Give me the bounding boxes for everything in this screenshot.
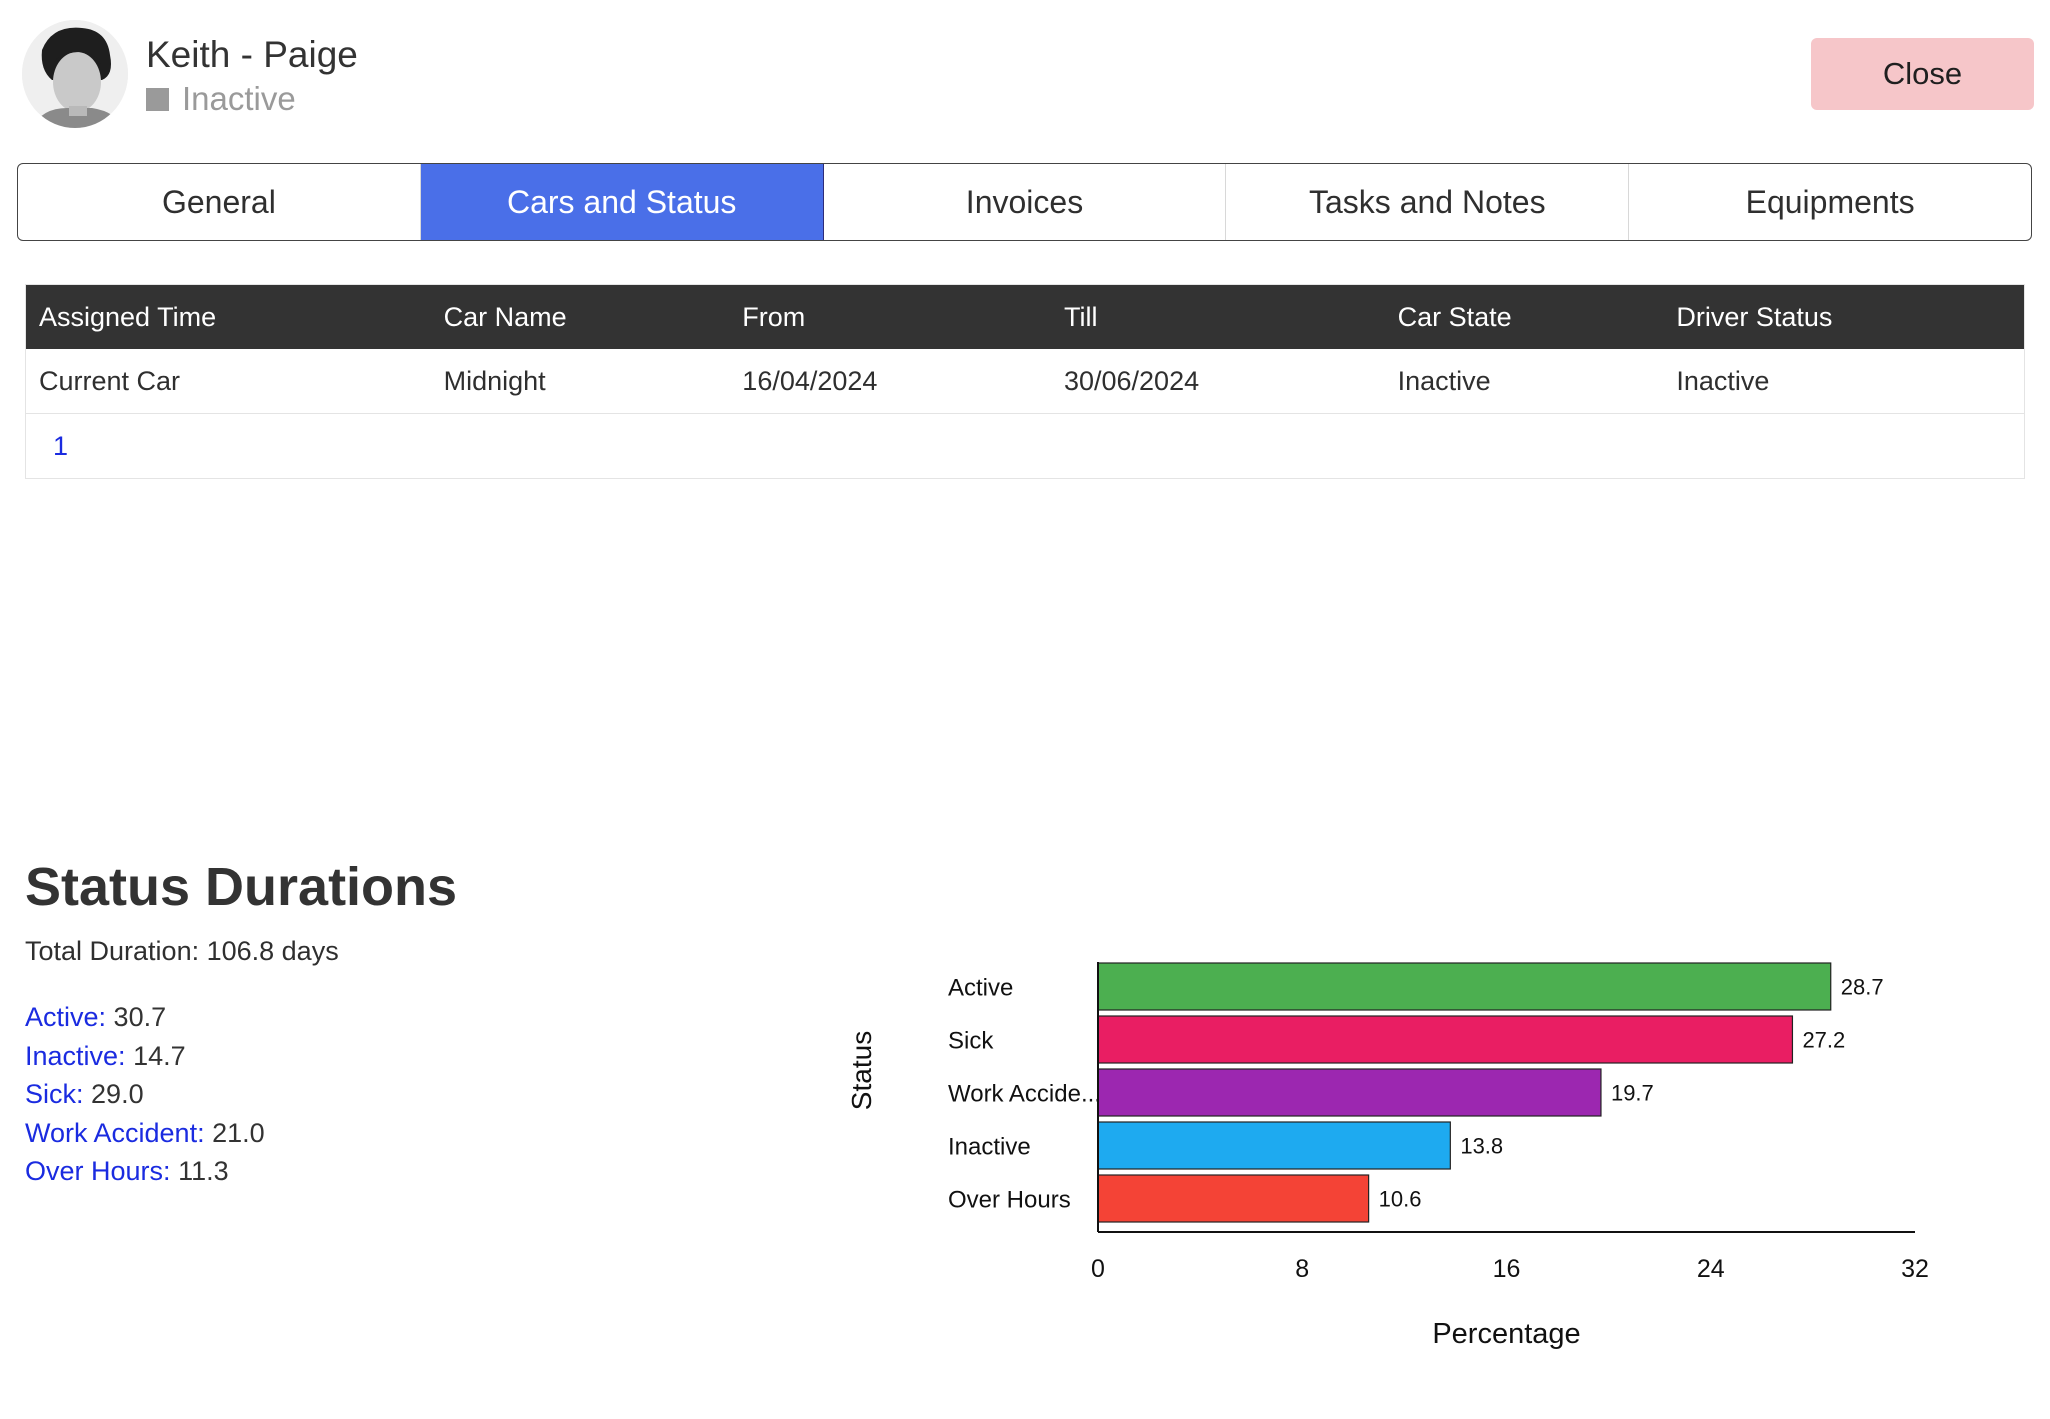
y-axis-title: Status — [846, 1031, 877, 1110]
pagination: 1 — [26, 414, 2024, 478]
category-label: Active — [948, 975, 1013, 1002]
category-label: Inactive — [948, 1134, 1031, 1161]
x-tick-label: 24 — [1697, 1255, 1725, 1283]
status-label[interactable]: Sick: — [25, 1079, 84, 1109]
driver-name: Keith - Paige — [146, 34, 358, 75]
table-header: Assigned Time Car Name From Till Car Sta… — [26, 285, 2024, 349]
section-title: Status Durations — [25, 857, 458, 917]
data-label: 28.7 — [1841, 975, 1884, 1000]
list-item: Sick: 29.0 — [25, 1075, 265, 1114]
table-cell: 16/04/2024 — [742, 365, 878, 396]
table-cell: Current Car — [39, 365, 181, 396]
tab-general[interactable]: General — [18, 164, 421, 240]
data-label: 13.8 — [1460, 1134, 1503, 1159]
column-header[interactable]: Till — [1063, 301, 1098, 332]
list-item: Work Accident: 21.0 — [25, 1114, 265, 1153]
status-duration-list: Active: 30.7 Inactive: 14.7 Sick: 29.0 W… — [25, 998, 265, 1191]
cars-table: Assigned Time Car Name From Till Car Sta… — [25, 284, 2025, 479]
driver-status: Inactive — [146, 80, 296, 118]
table-cell: 30/06/2024 — [1063, 365, 1200, 396]
data-label: 10.6 — [1379, 1187, 1422, 1212]
tab-bar: General Cars and Status Invoices Tasks a… — [17, 163, 2032, 241]
total-duration: Total Duration: 106.8 days — [25, 936, 339, 966]
chart-bar — [1097, 1068, 1602, 1117]
tab-invoices[interactable]: Invoices — [824, 164, 1227, 240]
tab-cars-and-status[interactable]: Cars and Status — [420, 164, 824, 240]
list-item: Active: 30.7 — [25, 998, 265, 1037]
status-label[interactable]: Inactive: — [25, 1040, 126, 1071]
status-value: 30.7 — [113, 1002, 167, 1032]
column-header[interactable]: Driver Status — [1676, 301, 1833, 332]
category-label: Sick — [948, 1028, 994, 1055]
close-button[interactable]: Close — [1811, 38, 2034, 110]
chart-bar — [1097, 962, 1832, 1011]
chart-bar — [1097, 1174, 1370, 1223]
status-value: 11.3 — [178, 1156, 229, 1186]
column-header[interactable]: Car Name — [443, 301, 567, 332]
x-tick-label: 32 — [1901, 1255, 1929, 1283]
tab-tasks-and-notes[interactable]: Tasks and Notes — [1226, 164, 1630, 240]
driver-status-text: Inactive — [182, 80, 296, 117]
x-tick-label: 0 — [1091, 1255, 1105, 1283]
table-cell: Inactive — [1397, 365, 1491, 396]
x-tick-label: 8 — [1295, 1255, 1309, 1283]
status-value: 29.0 — [91, 1079, 144, 1109]
status-label[interactable]: Work Accident: — [25, 1117, 205, 1148]
data-label: 27.2 — [1802, 1028, 1845, 1053]
column-header[interactable]: Assigned Time — [39, 301, 217, 332]
column-header[interactable]: From — [742, 301, 806, 332]
page-link[interactable]: 1 — [53, 430, 69, 461]
data-label: 19.7 — [1611, 1081, 1654, 1106]
status-square-icon — [146, 87, 169, 111]
list-item: Inactive: 14.7 — [25, 1037, 265, 1076]
tab-equipments[interactable]: Equipments — [1745, 183, 1915, 220]
status-value: 14.7 — [133, 1040, 186, 1071]
category-label: Over Hours — [948, 1187, 1071, 1214]
status-duration-chart: Active 28.7 Sick 27.2 Work Accide... 19.7 Inac… — [846, 962, 1929, 1350]
table-row[interactable]: Current Car Midnight 16/04/2024 30/06/20… — [26, 349, 2024, 414]
category-label: Work Accide... — [948, 1081, 1101, 1108]
x-tick-label: 16 — [1493, 1255, 1521, 1283]
chart-bar — [1097, 1015, 1794, 1064]
x-axis-title: Percentage — [1432, 1318, 1580, 1350]
status-label[interactable]: Active: — [25, 1002, 107, 1032]
table-cell: Midnight — [443, 365, 546, 396]
status-value: 21.0 — [212, 1117, 265, 1148]
column-header[interactable]: Car State — [1397, 301, 1512, 332]
chart-bar — [1097, 1121, 1451, 1170]
status-label[interactable]: Over Hours: — [25, 1156, 171, 1186]
list-item: Over Hours: 11.3 — [25, 1152, 265, 1191]
avatar — [22, 20, 128, 128]
table-cell: Inactive — [1676, 365, 1770, 396]
